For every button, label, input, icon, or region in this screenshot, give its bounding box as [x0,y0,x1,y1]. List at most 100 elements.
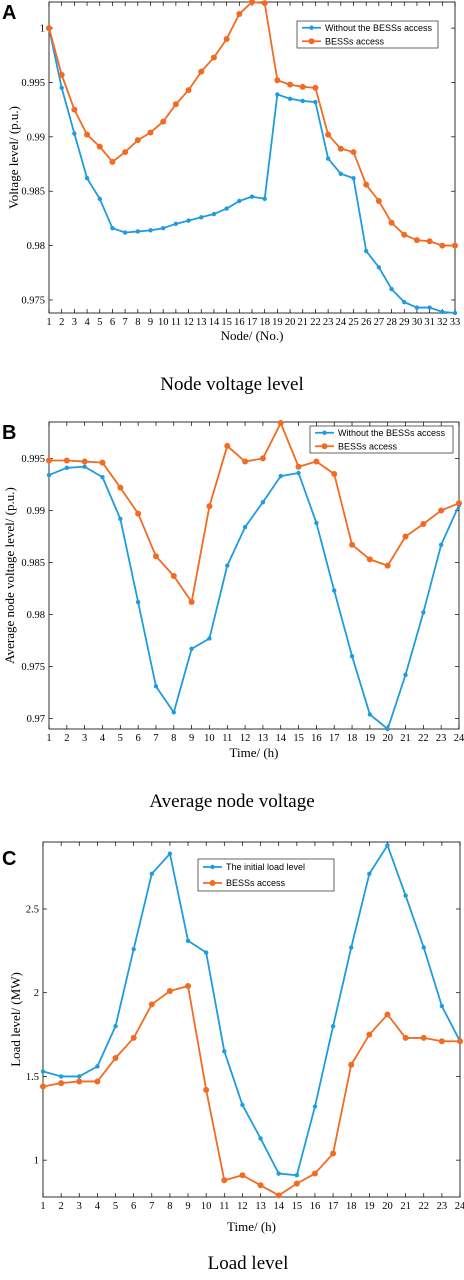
data-point [258,1136,263,1141]
data-point [348,1061,355,1068]
data-point [384,1011,391,1018]
x-tick-label: 18 [259,317,270,328]
x-tick-label: 6 [131,1201,136,1212]
data-point [314,520,319,526]
y-tick-label: 0.99 [27,132,45,143]
data-point [262,196,267,202]
legend-label: The initial load level [226,862,305,872]
data-point [240,1102,245,1108]
data-point [330,1023,336,1029]
data-point [242,524,248,530]
load-level-chart: C Load level 1 2 3 4 5 6 7 8 9 10 11 12 13 14 15 16 17 18… [2,841,464,1274]
x-tick-label: 22 [418,733,429,744]
y-axis-label: Voltage level/ (p.u.) [6,106,21,209]
data-point [367,871,372,877]
data-point [249,194,255,199]
x-tick-label: 14 [209,317,220,328]
panel-letter: A [2,2,16,24]
data-point [59,85,64,91]
data-point [389,286,394,292]
x-tick-label: 14 [273,1201,284,1212]
data-point [421,945,426,950]
x-tick-label: 2 [59,317,64,328]
x-tick-label: 5 [118,733,123,744]
x-tick-label: 18 [347,733,358,744]
data-point [148,1001,155,1008]
data-point [210,54,217,61]
x-tick-label: 9 [148,317,153,328]
data-point [118,516,123,521]
chart-caption: Node voltage level [160,374,304,395]
x-tick-label: 6 [136,733,141,744]
legend-box [309,425,454,454]
data-point [403,672,408,678]
series-line [42,844,461,1177]
x-tick-label: 9 [189,733,194,744]
data-point [385,843,390,848]
legend-marker [322,430,327,435]
data-point [112,1055,119,1062]
data-point [63,457,70,464]
data-point [421,610,426,615]
data-point [277,420,284,427]
x-tick-label: 24 [455,1201,464,1212]
data-point [332,588,337,593]
x-tick-label: 15 [292,1201,303,1212]
legend-label: BESSs access [325,36,385,46]
x-tick-label: 3 [82,733,87,744]
data-point [325,131,332,138]
series-2 [40,983,463,1199]
data-point [300,98,305,104]
data-point [122,149,129,156]
data-point [58,1080,65,1087]
data-point [173,221,179,227]
x-tick-label: 11 [219,1201,229,1212]
x-tick-label: 17 [247,317,258,328]
data-point [99,459,106,466]
x-tick-label: 22 [310,317,321,328]
data-point [299,83,306,90]
series-line [42,985,460,1197]
x-tick-label: 23 [437,1201,448,1212]
data-point [337,145,344,152]
series-1 [40,843,463,1178]
data-point [312,84,319,91]
data-point [385,726,390,732]
data-point [401,231,408,238]
data-point [71,106,78,113]
data-point [294,1173,300,1178]
data-point [420,520,427,527]
x-tick-label: 1 [46,317,51,328]
data-point [46,25,52,32]
y-tick-label: 0.995 [21,78,45,89]
series-2 [46,420,462,606]
data-point [366,1031,373,1038]
data-point [203,950,209,955]
data-point [172,101,179,108]
data-point [185,87,192,94]
data-point [84,175,90,181]
y-axis-label: Load level/ (MW) [8,972,23,1067]
data-point [131,946,136,952]
data-point [211,211,217,217]
data-point [64,465,70,470]
data-point [312,1104,318,1109]
y-tick-label: 0.975 [21,295,45,306]
x-tick-label: 8 [171,733,176,744]
y-tick-label: 0.97 [27,714,45,725]
x-tick-label: 3 [77,1201,82,1212]
data-point [402,533,409,540]
data-point [46,457,52,464]
data-point [274,77,281,84]
legend: Without the BESSs access BESSs access [309,425,454,454]
y-tick-label: 0.98 [27,610,45,621]
y-tick-label: 0.98 [27,241,45,252]
data-point [189,646,194,652]
x-tick-label: 17 [329,733,340,744]
data-point [367,712,373,717]
x-tick-label: 32 [437,317,448,328]
data-point [203,1086,210,1093]
data-point [349,945,354,950]
data-point [402,299,407,305]
data-point [452,242,458,249]
